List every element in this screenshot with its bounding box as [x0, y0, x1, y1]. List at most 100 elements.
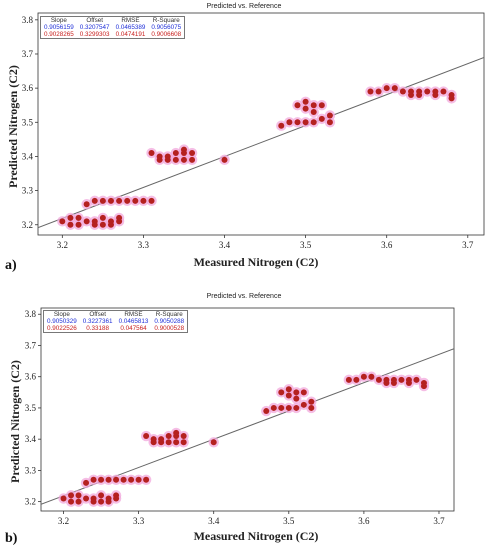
scatter-plot-b: 3.2 3.3 3.4 3.5 3.6 3.7 3.2 3.3 3.4 3.5 3.6 3.7 3.8 [25, 307, 455, 526]
data-point [172, 150, 179, 157]
data-point [383, 379, 390, 386]
stats-box: Slope Offset RMSE R-Square 0.9050329 0.3… [43, 310, 189, 333]
data-point [398, 376, 405, 383]
data-point [132, 197, 139, 204]
data-point [293, 395, 300, 402]
data-point [293, 389, 300, 396]
x-tick-label: 3.6 [381, 240, 393, 250]
data-point [391, 85, 398, 92]
data-point [180, 433, 187, 440]
data-point [326, 119, 333, 126]
data-point [83, 479, 90, 486]
data-point [345, 376, 352, 383]
stats-cell: 0.9022526 [47, 325, 77, 332]
y-tick-label: 3.8 [22, 15, 34, 25]
stats-header-offset: Offset [89, 311, 107, 318]
x-tick-label: 3.7 [433, 516, 445, 526]
data-point [263, 408, 270, 415]
data-point [113, 476, 120, 483]
data-point [83, 201, 90, 208]
data-point [360, 373, 367, 380]
data-point [173, 429, 180, 436]
data-point [302, 119, 309, 126]
x-tick-label: 3.2 [57, 240, 68, 250]
data-point [99, 221, 106, 228]
data-point [113, 495, 120, 502]
data-point [270, 404, 277, 411]
data-point [367, 88, 374, 95]
stats-header-offset: Offset [86, 17, 104, 24]
x-tick-label: 3.5 [300, 240, 312, 250]
data-point [98, 492, 105, 499]
data-point [413, 376, 420, 383]
data-point [302, 105, 309, 112]
stats-cell: 0.3227361 [82, 318, 113, 325]
data-point [390, 379, 397, 386]
data-point [107, 221, 114, 228]
data-point [83, 495, 90, 502]
y-tick-label: 3.4 [25, 434, 37, 444]
stats-cell: 0.3299303 [79, 31, 110, 38]
data-point [405, 379, 412, 386]
data-point [116, 197, 123, 204]
data-point [375, 88, 382, 95]
data-point [432, 91, 439, 98]
data-point [128, 476, 135, 483]
data-point [105, 498, 112, 505]
data-point [90, 498, 97, 505]
data-point [59, 218, 66, 225]
data-point [293, 404, 300, 411]
data-point [75, 492, 82, 499]
x-tick-label: 3.4 [219, 240, 231, 250]
data-point [285, 404, 292, 411]
y-tick-label: 3.5 [22, 117, 34, 127]
y-tick-label: 3.5 [25, 403, 37, 413]
data-point [98, 476, 105, 483]
data-point [120, 476, 127, 483]
data-point [140, 197, 147, 204]
x-axis-label: Measured Nitrogen (C2) [193, 255, 319, 269]
chart-panel-b: Predicted vs. Reference 3.2 3.3 3.4 3.5 3.6 3… [0, 275, 488, 550]
data-point [99, 197, 106, 204]
data-point [143, 476, 150, 483]
data-point [180, 156, 187, 163]
data-point [180, 146, 187, 153]
data-point [318, 102, 325, 109]
x-tick-label: 3.6 [358, 516, 370, 526]
data-point [416, 91, 423, 98]
x-tick-label: 3.4 [208, 516, 220, 526]
data-point [75, 214, 82, 221]
data-point [278, 389, 285, 396]
y-tick-label: 3.6 [25, 372, 37, 382]
stats-box: Slope Offset RMSE R-Square 0.9056159 0.3… [40, 16, 186, 39]
data-point [302, 98, 309, 105]
data-point [294, 102, 301, 109]
data-point [105, 476, 112, 483]
stats-header-slope: Slope [53, 311, 70, 318]
data-point [107, 197, 114, 204]
data-point [294, 119, 301, 126]
stats-cell: 0.9000528 [154, 325, 185, 332]
data-point [158, 439, 165, 446]
scatter-plot-a: 3.2 3.3 3.4 3.5 3.6 3.7 3.2 3.3 3.4 3.5 3.6 3.7 3.8 [22, 12, 485, 250]
data-point [375, 376, 382, 383]
data-point [173, 439, 180, 446]
data-point [300, 401, 307, 408]
data-point [172, 156, 179, 163]
data-point [310, 119, 317, 126]
y-tick-label: 3.7 [25, 340, 37, 350]
y-tick-label: 3.2 [25, 497, 36, 507]
data-point [383, 85, 390, 92]
data-point [91, 197, 98, 204]
data-point [90, 476, 97, 483]
stats-cell: 0.9056075 [151, 24, 182, 31]
data-point [180, 439, 187, 446]
data-point [75, 221, 82, 228]
data-point [440, 88, 447, 95]
data-point [67, 221, 74, 228]
stats-header-rmse: RMSE [124, 311, 143, 318]
stats-cell: 0.9006608 [151, 31, 182, 38]
stats-header-slope: Slope [50, 17, 67, 24]
y-tick-label: 3.8 [25, 309, 37, 319]
data-point [91, 221, 98, 228]
